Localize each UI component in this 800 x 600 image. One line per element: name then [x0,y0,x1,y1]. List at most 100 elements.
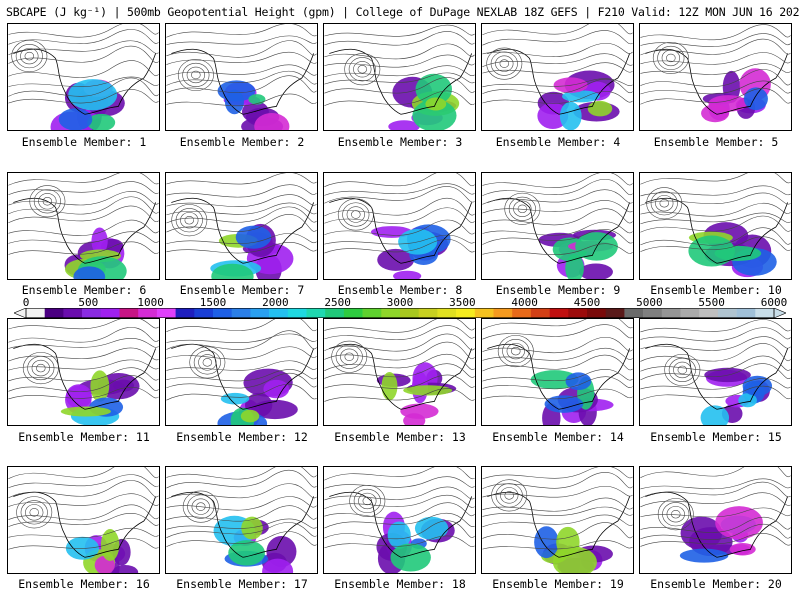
colorbar-segment [325,308,345,318]
ensemble-map [482,24,633,130]
ensemble-member-label: Ensemble Member: 12 [176,430,308,444]
ensemble-member-panel [7,172,160,280]
ensemble-map [482,173,633,279]
colorbar-tick-label: 3500 [449,296,476,309]
height-contours [166,467,317,547]
ensemble-member-label: Ensemble Member: 11 [18,430,150,444]
colorbar-segment [287,308,307,318]
height-contours [324,173,475,254]
colorbar-segment [661,308,681,318]
ensemble-map [640,319,791,425]
height-contours [324,319,475,402]
height-contours [640,467,791,547]
ensemble-member-label: Ensemble Member: 7 [179,283,305,297]
colorbar-segment [63,308,83,318]
ensemble-member-panel [481,318,634,426]
ensemble-member-label: Ensemble Member: 16 [18,577,150,591]
cape-shading [701,68,771,123]
colorbar-segment [456,308,476,318]
ensemble-member-panel [639,466,792,574]
colorbar-segment [306,308,326,318]
cape-shading [534,526,613,573]
colorbar-segment [549,308,569,318]
ensemble-member-label: Ensemble Member: 9 [495,283,621,297]
colorbar-segment [269,308,289,318]
colorbar-segment [138,308,158,318]
colorbar-tick-label: 2000 [262,296,289,309]
colorbar-segment [194,308,214,318]
ensemble-map [640,24,791,123]
ensemble-map [482,467,633,573]
coastline [645,343,789,410]
colorbar-segment [343,308,363,318]
cape-shading [530,370,614,425]
cape-shading [213,515,297,573]
coastline [329,48,473,115]
ensemble-member-label: Ensemble Member: 5 [653,135,779,149]
ensemble-member-panel [165,23,318,131]
cape-shading [679,506,763,563]
ensemble-member-label: Ensemble Member: 2 [179,135,305,149]
height-contours [640,173,791,252]
colorbar-segment [362,308,382,318]
ensemble-member-panel [323,172,476,280]
ensemble-member-panel [7,23,160,131]
ensemble-member-panel [481,172,634,280]
colorbar-segment [717,308,737,318]
ensemble-member-panel [481,466,634,574]
coastline [645,48,789,115]
coastline [487,491,631,558]
ensemble-member-label: Ensemble Member: 17 [176,577,308,591]
colorbar-segment [418,308,438,318]
ensemble-map [166,24,317,130]
ensemble-map [166,173,317,279]
height-contours [166,173,317,254]
height-contours [166,319,317,401]
ensemble-map [324,319,475,425]
ensemble-map [8,319,159,425]
coastline [171,343,315,410]
colorbar-segment [493,308,513,318]
colorbar-segment [736,308,756,318]
height-contours [640,319,791,401]
ensemble-member-panel [323,466,476,574]
ensemble-member-panel [165,466,318,574]
cape-shading [65,529,139,573]
colorbar-segment [474,308,494,318]
colorbar-segment [755,308,775,318]
ensemble-member-label: Ensemble Member: 1 [21,135,147,149]
ensemble-map [8,467,159,573]
cape-shading [210,223,294,279]
height-contours [640,24,791,105]
cape-shading [60,370,140,425]
ensemble-member-panel [165,172,318,280]
colorbar-tick-label: 0 [22,296,30,309]
ensemble-member-panel [165,318,318,426]
height-contours [482,467,633,550]
colorbar-tick-label: 6000 [760,296,788,309]
colorbar-arrow [14,308,27,318]
cape-shading [50,79,125,130]
ensemble-member-label: Ensemble Member: 6 [21,283,147,297]
cape-shading [537,70,620,130]
ensemble-member-label: Ensemble Member: 10 [650,283,782,297]
colorbar-segment [381,308,401,318]
ensemble-member-panel [481,23,634,131]
chart-title: SBCAPE (J kg⁻¹) | 500mb Geopotential Hei… [6,5,800,19]
height-contours [324,467,475,549]
height-contours [8,173,159,255]
colorbar-segment [231,308,251,318]
colorbar-segment [605,308,625,318]
ensemble-map [8,173,159,279]
ensemble-map [324,24,475,130]
ensemble-member-label: Ensemble Member: 14 [492,430,624,444]
colorbar-strip [14,308,786,318]
colorbar-segment [156,308,176,318]
ensemble-member-label: Ensemble Member: 3 [337,135,463,149]
colorbar-tick-label: 1500 [199,296,227,309]
ensemble-map [324,467,475,573]
ensemble-member-label: Ensemble Member: 13 [334,430,466,444]
coastline [645,197,789,264]
ensemble-member-panel [323,318,476,426]
coastline [171,197,315,264]
